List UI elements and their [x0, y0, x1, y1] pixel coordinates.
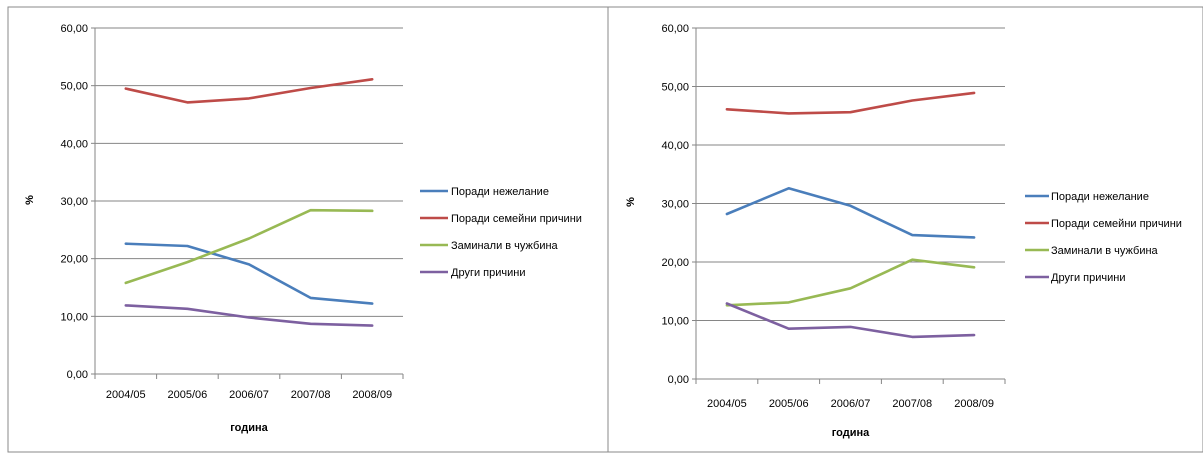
legend-label: Други причини — [1051, 272, 1125, 284]
y-axis-title: % — [625, 197, 637, 207]
legend-label: Заминали в чужбина — [451, 240, 559, 252]
y-tick-label: 20,00 — [661, 257, 689, 269]
y-tick-label: 10,00 — [661, 316, 689, 328]
legend-label: Поради семейни причини — [451, 213, 582, 225]
series-line-1 — [124, 242, 374, 305]
x-tick-label: 2005/06 — [769, 398, 809, 410]
series-line-1 — [725, 187, 976, 239]
y-tick-label: 30,00 — [661, 199, 689, 211]
y-tick-label: 0,00 — [668, 374, 689, 386]
x-axis-title: година — [832, 427, 870, 439]
y-tick-label: 60,00 — [661, 23, 689, 35]
x-tick-label: 2005/06 — [168, 389, 208, 401]
y-tick-label: 50,00 — [661, 82, 689, 94]
legend-label: Други причини — [451, 267, 525, 279]
legend-label: Заминали в чужбина — [1051, 245, 1159, 257]
series-line-3 — [725, 258, 976, 307]
x-tick-label: 2008/09 — [954, 398, 994, 410]
y-tick-label: 40,00 — [661, 140, 689, 152]
legend-label: Поради нежелание — [451, 186, 549, 198]
x-tick-label: 2004/05 — [106, 389, 146, 401]
y-tick-label: 60,00 — [60, 23, 88, 35]
x-tick-label: 2004/05 — [707, 398, 747, 410]
x-tick-label: 2007/08 — [892, 398, 932, 410]
y-tick-label: 30,00 — [60, 196, 88, 208]
series-line-4 — [124, 304, 374, 327]
x-tick-label: 2008/09 — [352, 389, 392, 401]
y-axis-title: % — [24, 195, 36, 205]
y-tick-label: 10,00 — [60, 311, 88, 323]
chart-frame-1 — [7, 6, 609, 453]
series-line-2 — [124, 78, 374, 104]
x-tick-label: 2006/07 — [831, 398, 871, 410]
x-tick-label: 2007/08 — [291, 389, 331, 401]
x-axis-title: година — [230, 422, 268, 434]
series-line-3 — [124, 208, 374, 285]
x-tick-label: 2006/07 — [229, 389, 269, 401]
series-line-2 — [725, 91, 976, 115]
chart-frame-2 — [607, 6, 1203, 453]
series-line-4 — [725, 302, 976, 339]
y-tick-label: 20,00 — [60, 254, 88, 266]
y-tick-label: 40,00 — [60, 138, 88, 150]
legend-label: Поради семейни причини — [1051, 218, 1182, 230]
y-tick-label: 50,00 — [60, 81, 88, 93]
y-tick-label: 0,00 — [67, 369, 88, 381]
legend-label: Поради нежелание — [1051, 191, 1149, 203]
